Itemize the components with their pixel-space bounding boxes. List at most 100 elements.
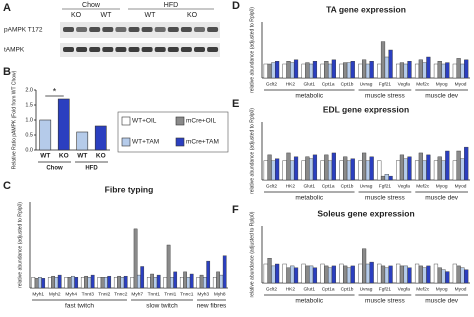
x-tick-label: Fgf21 (379, 183, 392, 189)
x-tick-label: Tnni1 (164, 291, 176, 297)
bar (263, 63, 268, 79)
bar (267, 63, 272, 79)
bar (437, 61, 442, 79)
bar (120, 277, 125, 289)
group-label: muscle dev (425, 298, 459, 305)
bar (350, 158, 355, 181)
blot-band (141, 47, 153, 52)
blot-band (141, 27, 153, 32)
bar (312, 61, 318, 79)
bar (362, 152, 367, 181)
group-label: metabolic (295, 195, 324, 202)
bar (170, 277, 174, 289)
bar (286, 267, 291, 284)
x-tick-label: Uvrag (360, 286, 373, 292)
group-label: Chow (46, 166, 63, 172)
x-tick-label: Tnnt3 (82, 291, 95, 297)
bar (137, 274, 141, 289)
blot-bands (63, 27, 219, 52)
blot-lane: KO (71, 12, 82, 19)
bar (87, 277, 92, 289)
bar (309, 265, 314, 284)
bar (57, 274, 62, 289)
bar (452, 63, 457, 79)
bar (433, 160, 439, 181)
bar (399, 265, 405, 284)
bar (54, 277, 59, 289)
chart-title: Fibre typing (105, 184, 154, 194)
bar (320, 160, 325, 181)
bar (282, 63, 287, 79)
bar (422, 160, 427, 181)
legend-swatch (121, 137, 131, 147)
bar (464, 59, 469, 79)
bar (305, 156, 310, 181)
blot-band (102, 27, 114, 32)
y-tick-label: 0.5 (25, 132, 33, 138)
bar (183, 271, 187, 289)
bar (90, 274, 95, 289)
x-tick-label: Myh7 (131, 291, 143, 297)
bar (441, 63, 446, 79)
bar (312, 154, 318, 181)
bar (51, 275, 55, 289)
bar (399, 154, 405, 181)
bar (76, 131, 89, 151)
bar (445, 150, 450, 181)
blot-group: HFD (164, 2, 178, 9)
x-tick-label: HK2 (286, 81, 296, 87)
chart-title: TA gene expression (326, 4, 406, 14)
bar (275, 263, 280, 284)
bar (305, 62, 310, 79)
blot-band (194, 47, 205, 52)
panel-letter: F (232, 204, 239, 216)
legend-label: WT+OIL (132, 118, 157, 125)
bar (414, 160, 420, 181)
y-axis-label: Relative Ratio pAMPK (Fold from WT Chow) (11, 70, 17, 169)
bar (282, 263, 287, 284)
bar (396, 63, 401, 79)
blot-group: Chow (82, 2, 101, 9)
bar (312, 267, 318, 284)
bar (113, 277, 118, 289)
bar (84, 275, 88, 289)
bar (153, 277, 158, 289)
bar (290, 265, 295, 284)
bar (331, 152, 336, 181)
bar (133, 228, 138, 289)
panel-letter: A (3, 2, 11, 14)
bar (173, 271, 178, 289)
x-tick-label: Vegfa (398, 81, 411, 87)
bar (350, 61, 355, 79)
bar (130, 277, 135, 289)
bar (358, 160, 363, 181)
bar (146, 277, 151, 289)
blot-band (154, 47, 166, 52)
group-label: muscle stress (365, 93, 405, 100)
x-tick-label: Tnnc2 (114, 291, 128, 297)
bar (403, 63, 408, 79)
bar (38, 277, 42, 289)
y-axis-label: relative abundance (adjusted to Rplp0) (249, 211, 255, 297)
bar (365, 263, 370, 284)
panel-letter: C (3, 180, 11, 192)
x-tick-label: Cpt1a (322, 183, 335, 189)
bar (301, 63, 306, 79)
x-tick-label: Mef2c (416, 183, 430, 189)
bar (163, 277, 168, 289)
bar (377, 263, 382, 284)
bar (196, 277, 201, 289)
bar (350, 265, 355, 284)
bar (140, 266, 145, 289)
y-tick-label: 1.5 (25, 102, 33, 108)
bar (433, 263, 439, 284)
x-tick-label: KO (59, 153, 69, 160)
blot-band (194, 27, 205, 32)
group-label: metabolic (295, 93, 324, 100)
bar (47, 277, 52, 289)
bar (456, 58, 461, 79)
x-tick-label: Cpt1b (341, 183, 354, 189)
bar (31, 277, 36, 289)
bar (452, 160, 457, 181)
bar (305, 265, 310, 284)
